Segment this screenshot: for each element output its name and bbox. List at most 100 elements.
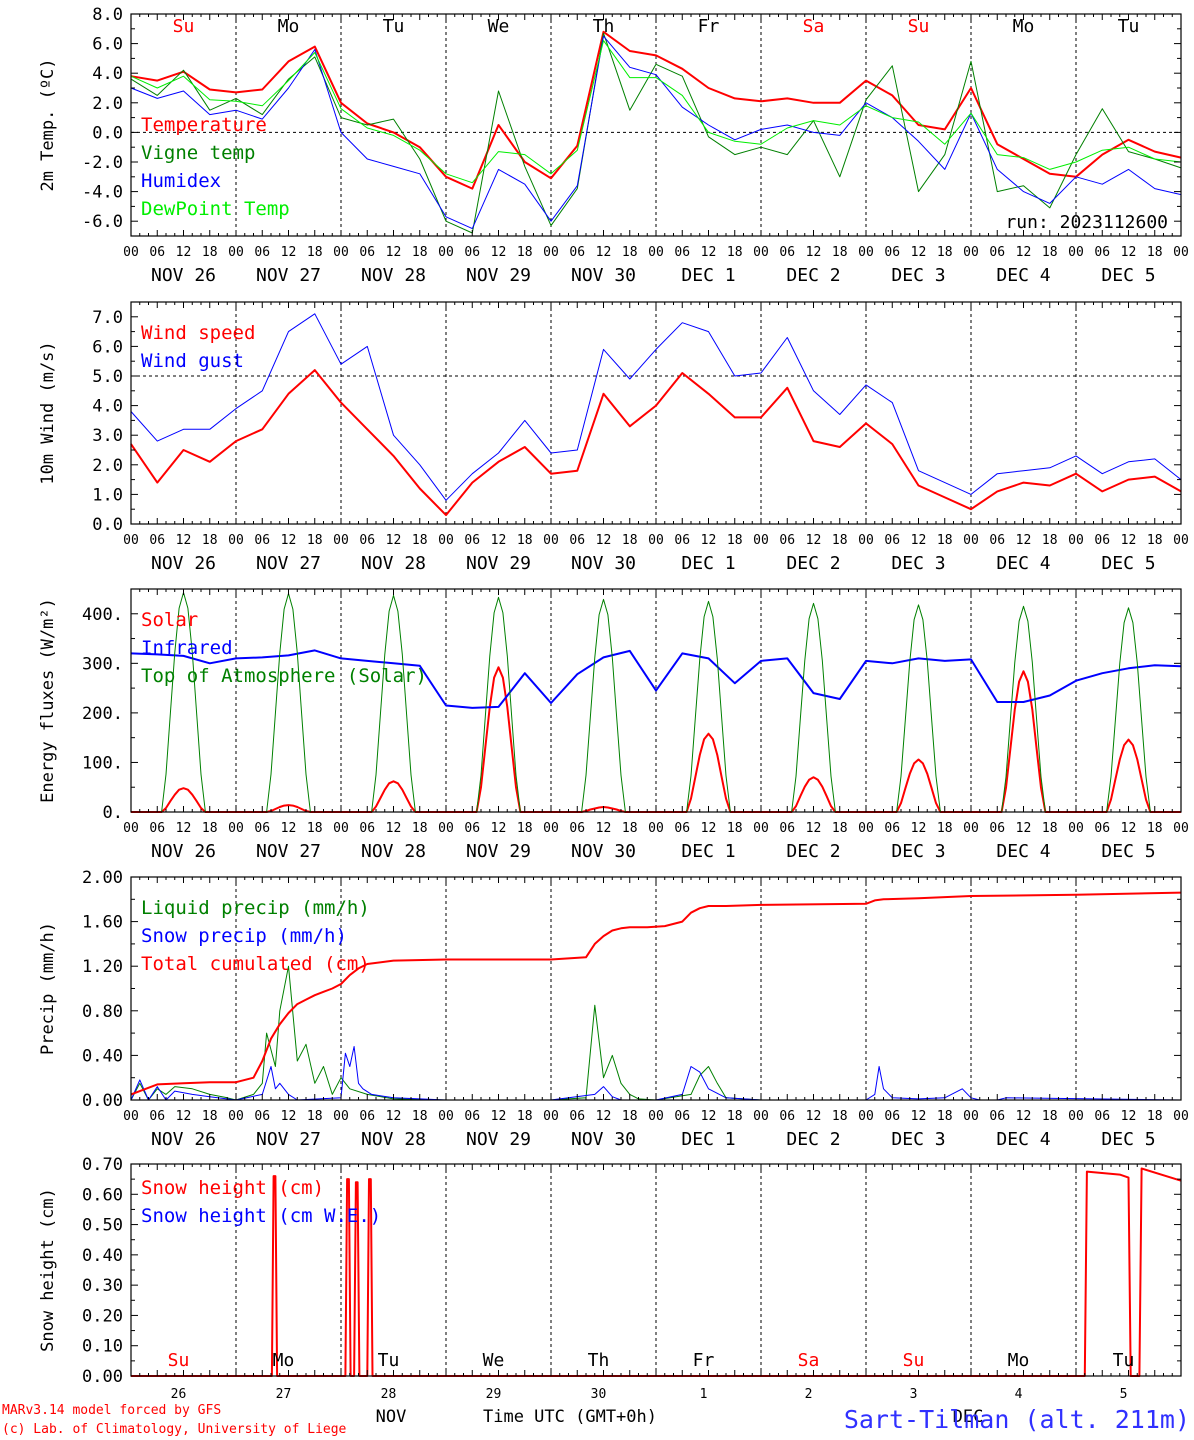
series-line-2 bbox=[130, 32, 1182, 234]
date-label: NOV 27 bbox=[256, 553, 321, 574]
day-number-label: 29 bbox=[486, 1387, 502, 1402]
hour-tick-label: 06 bbox=[254, 821, 270, 836]
day-number-label: 1 bbox=[700, 1387, 708, 1402]
y-axis-title: Snow height (cm) bbox=[38, 1188, 58, 1352]
hour-tick-label: 18 bbox=[832, 533, 848, 548]
hour-tick-label: 00 bbox=[438, 1109, 454, 1124]
hour-tick-label: 12 bbox=[701, 533, 717, 548]
hour-tick-label: 18 bbox=[1042, 533, 1058, 548]
y-tick-label: 2.0 bbox=[92, 94, 123, 114]
hour-tick-label: 18 bbox=[727, 1109, 743, 1124]
date-label: NOV 29 bbox=[466, 841, 531, 862]
hour-tick-label: 00 bbox=[333, 245, 349, 260]
weekday-label: Sa bbox=[803, 16, 825, 37]
hour-tick-label: 12 bbox=[806, 245, 822, 260]
hour-tick-label: 12 bbox=[491, 821, 507, 836]
series-line-1 bbox=[130, 30, 1182, 190]
hour-tick-label: 06 bbox=[149, 1109, 165, 1124]
y-tick-label: 100. bbox=[82, 753, 123, 773]
panel-2: 0.0 1.0 2.0 3.0 4.0 5.0 6.0 7.0 10m Wind (m/s) Wi… bbox=[38, 301, 1189, 574]
hour-tick-label: 00 bbox=[123, 821, 139, 836]
hour-tick-label: 18 bbox=[832, 1109, 848, 1124]
weekday-label: Tu bbox=[383, 16, 405, 37]
hour-tick-label: 18 bbox=[412, 245, 428, 260]
hour-tick-label: 12 bbox=[1016, 821, 1032, 836]
hour-tick-label: 06 bbox=[359, 245, 375, 260]
date-label: DEC 4 bbox=[996, 1129, 1050, 1150]
weekday-label: Mo bbox=[1008, 1350, 1030, 1371]
hour-tick-label: 12 bbox=[281, 1109, 297, 1124]
hour-tick-label: 12 bbox=[1121, 245, 1137, 260]
hour-tick-label: 00 bbox=[1173, 533, 1189, 548]
y-tick-label: 1.0 bbox=[92, 485, 123, 505]
hour-tick-label: 06 bbox=[359, 1109, 375, 1124]
panel-3: 0. 100. 200. 300. 400. Energy fluxes (W/m²) So… bbox=[38, 588, 1189, 862]
y-tick-label: 0.0 bbox=[92, 123, 123, 143]
y-tick-label: 1.60 bbox=[82, 913, 123, 933]
hour-tick-label: 12 bbox=[491, 245, 507, 260]
hour-tick-label: 06 bbox=[884, 821, 900, 836]
hour-tick-label: 12 bbox=[176, 821, 192, 836]
hour-tick-label: 06 bbox=[674, 245, 690, 260]
y-tick-label: 400. bbox=[82, 605, 123, 625]
hour-tick-label: 06 bbox=[779, 533, 795, 548]
hour-tick-label: 00 bbox=[543, 533, 559, 548]
hour-tick-label: 12 bbox=[596, 821, 612, 836]
hour-tick-label: 06 bbox=[569, 245, 585, 260]
y-tick-label: 0.00 bbox=[82, 1367, 123, 1387]
y-axis-title: Precip (mm/h) bbox=[38, 922, 58, 1055]
hour-tick-label: 18 bbox=[622, 821, 638, 836]
hour-tick-label: 00 bbox=[438, 821, 454, 836]
hour-tick-label: 06 bbox=[1094, 245, 1110, 260]
legend-entry: Wind speed bbox=[141, 322, 255, 344]
hour-tick-label: 00 bbox=[333, 821, 349, 836]
hour-tick-label: 06 bbox=[149, 245, 165, 260]
hour-tick-label: 18 bbox=[622, 1109, 638, 1124]
day-number-label: 4 bbox=[1015, 1387, 1023, 1402]
weekday-label: Tu bbox=[378, 1350, 400, 1371]
hour-tick-label: 06 bbox=[989, 533, 1005, 548]
hour-tick-label: 06 bbox=[359, 821, 375, 836]
y-tick-label: 0.40 bbox=[82, 1046, 123, 1066]
hour-tick-label: 06 bbox=[779, 245, 795, 260]
hour-tick-label: 06 bbox=[464, 533, 480, 548]
credit-line-1: MARv3.14 model forced by GFS bbox=[2, 1403, 221, 1418]
hour-tick-label: 00 bbox=[333, 533, 349, 548]
y-axis-title: 2m Temp. (ºC) bbox=[38, 58, 58, 191]
day-number-label: 2 bbox=[805, 1387, 813, 1402]
day-number-label: 26 bbox=[171, 1387, 187, 1402]
hour-tick-label: 06 bbox=[254, 1109, 270, 1124]
weekday-label: Sa bbox=[798, 1350, 820, 1371]
hour-tick-label: 06 bbox=[254, 533, 270, 548]
date-label: NOV 30 bbox=[571, 553, 636, 574]
hour-tick-label: 00 bbox=[858, 245, 874, 260]
date-label: DEC 2 bbox=[786, 1129, 840, 1150]
date-label: NOV 30 bbox=[571, 841, 636, 862]
date-label: NOV 27 bbox=[256, 1129, 321, 1150]
hour-tick-label: 06 bbox=[569, 533, 585, 548]
hour-tick-label: 18 bbox=[727, 821, 743, 836]
credit-line-2: (c) Lab. of Climatology, University of L… bbox=[2, 1422, 347, 1437]
hour-tick-label: 18 bbox=[517, 1109, 533, 1124]
date-label: DEC 5 bbox=[1101, 841, 1155, 862]
weekday-label: We bbox=[488, 16, 510, 37]
hour-tick-label: 06 bbox=[674, 1109, 690, 1124]
date-label: DEC 2 bbox=[786, 553, 840, 574]
weekday-label: Su bbox=[903, 1350, 925, 1371]
hour-tick-label: 18 bbox=[307, 245, 323, 260]
weekday-label: Su bbox=[168, 1350, 190, 1371]
hour-tick-label: 12 bbox=[806, 1109, 822, 1124]
y-tick-label: 2.00 bbox=[82, 868, 123, 888]
weekday-label: Mo bbox=[1013, 16, 1035, 37]
hour-tick-label: 06 bbox=[884, 245, 900, 260]
hour-tick-label: 00 bbox=[1173, 1109, 1189, 1124]
hour-tick-label: 12 bbox=[1016, 533, 1032, 548]
date-label: NOV 30 bbox=[571, 265, 636, 286]
hour-tick-label: 18 bbox=[1147, 1109, 1163, 1124]
legend-entry: Snow precip (mm/h) bbox=[141, 925, 347, 947]
weekday-label: Th bbox=[593, 16, 615, 37]
hour-tick-label: 18 bbox=[832, 245, 848, 260]
y-tick-label: 200. bbox=[82, 704, 123, 724]
hour-tick-label: 06 bbox=[464, 245, 480, 260]
legend-entry: Solar bbox=[141, 609, 198, 631]
